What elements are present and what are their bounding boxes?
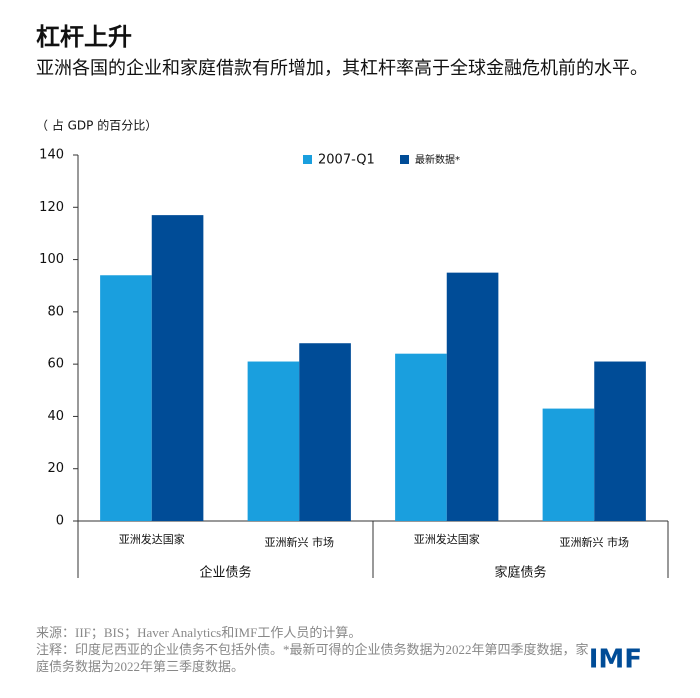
x-tick-label: 亚洲新兴 市场 xyxy=(265,535,335,549)
group-label: 企业债务 xyxy=(199,565,251,581)
chart-title: 杠杆上升 xyxy=(36,23,132,51)
y-tick-label: 140 xyxy=(39,148,64,163)
x-tick-label: 亚洲发达国家 xyxy=(414,532,480,546)
source: 来源：IIF；BIS；Haver Analytics和IMF工作人员的计算。 xyxy=(36,625,362,640)
y-tick-label: 120 xyxy=(39,200,64,215)
y-tick-label: 100 xyxy=(39,252,64,267)
bar xyxy=(446,272,499,521)
y-axis-label: （ 占 GDP 的百分比） xyxy=(36,118,157,133)
bar xyxy=(151,215,204,521)
y-tick-label: 80 xyxy=(47,304,64,319)
bar xyxy=(100,275,152,521)
bar xyxy=(542,408,595,521)
bar xyxy=(299,343,351,521)
note: 注释：印度尼西亚的企业债务不包括外债。*最新可得的企业债务数据为2022年第四季… xyxy=(36,642,589,674)
bar xyxy=(247,361,300,521)
bar xyxy=(594,361,646,521)
subtitle: 亚洲各国的企业和家庭借款有所增加，其杠杆率高于全球金融危机前的水平。 xyxy=(36,58,648,79)
legend-swatch xyxy=(303,155,312,164)
logo: IMF xyxy=(589,645,642,675)
x-tick-label: 亚洲新兴 市场 xyxy=(560,535,630,549)
y-tick-label: 60 xyxy=(47,357,64,372)
y-tick-label: 40 xyxy=(47,409,64,424)
bar xyxy=(395,353,447,521)
y-tick-label: 20 xyxy=(47,461,64,476)
x-tick-label: 亚洲发达国家 xyxy=(119,532,185,546)
legend-swatch xyxy=(400,155,409,164)
legend-label: 2007-Q1 xyxy=(318,153,375,168)
group-label: 家庭债务 xyxy=(494,565,546,581)
y-tick-label: 0 xyxy=(56,514,64,529)
legend-label: 最新数据* xyxy=(415,153,460,166)
